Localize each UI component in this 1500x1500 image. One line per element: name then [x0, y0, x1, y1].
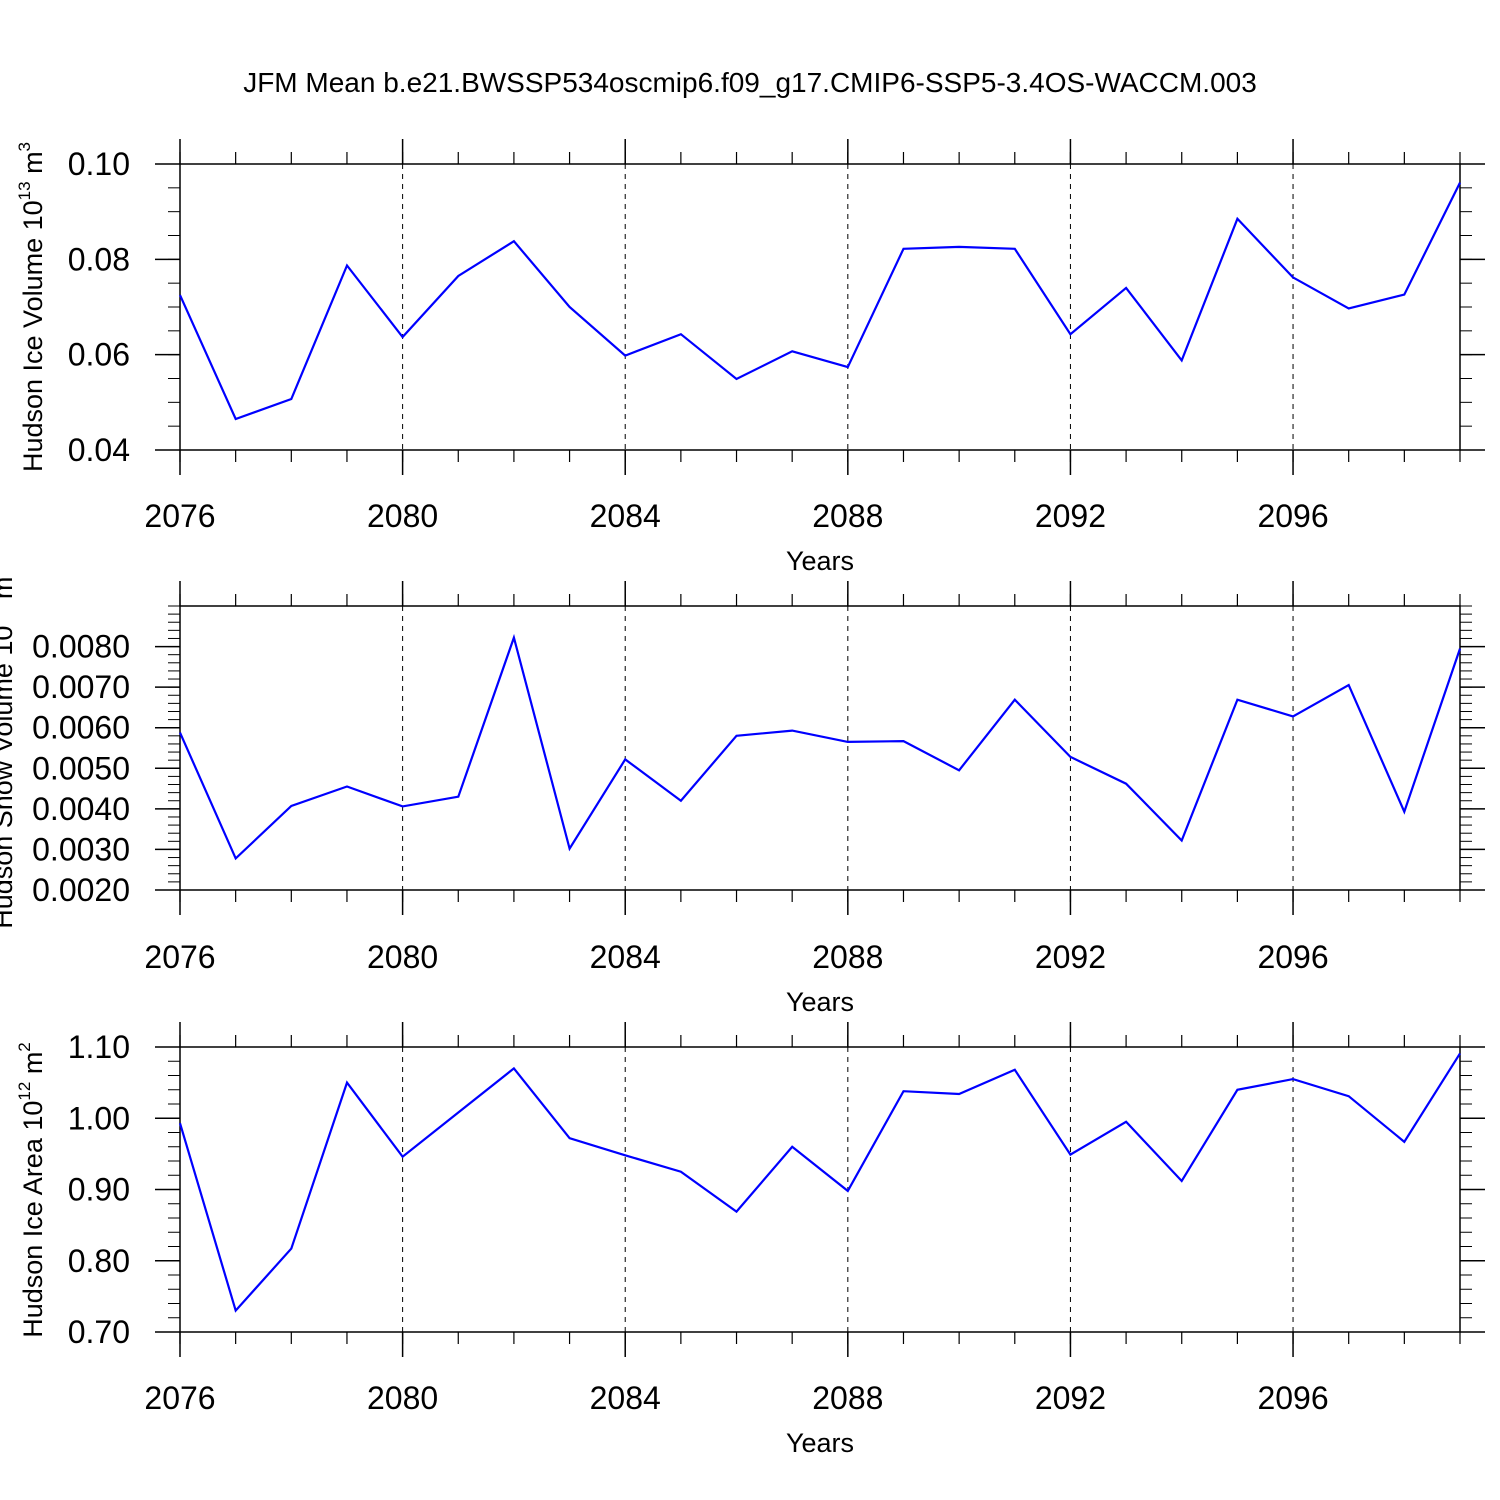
chart-panel-1: 2076 2080 2084 2088 2092 2096 0.04 0.06 0.08 0.10… — [15, 139, 1485, 576]
y-tick-label: 0.0060 — [32, 710, 130, 746]
y-axis-label: Hudson Ice Area 1012 m2 — [15, 1042, 48, 1338]
y-tick-label: 0.80 — [68, 1243, 130, 1279]
x-tick-label: 2096 — [1257, 498, 1328, 534]
chart-panel-3: 2076 2080 2084 2088 2092 2096 0.70 0.80 0.90 1.00… — [15, 1022, 1485, 1458]
x-tick-label: 2076 — [144, 1380, 215, 1416]
chart-panel-2: 2076 2080 2084 2088 2092 2096 0.0020 0.0030 0.00… — [0, 567, 1485, 1017]
y-tick-label: 0.0030 — [32, 831, 130, 867]
x-axis-label: Years — [786, 987, 854, 1017]
x-axis-label: Years — [786, 546, 854, 576]
x-tick-label: 2084 — [590, 1380, 661, 1416]
y-tick-label: 1.00 — [68, 1100, 130, 1136]
y-tick-label: 0.0080 — [32, 629, 130, 665]
series-line-1 — [178, 1052, 1461, 1313]
y-tick-label: 0.70 — [68, 1314, 130, 1350]
x-tick-label: 2080 — [367, 939, 438, 975]
x-tick-label: 2080 — [367, 498, 438, 534]
x-tick-label: 2088 — [812, 939, 883, 975]
y-axis-label: Hudson Ice Volume 1013 m3 — [15, 142, 48, 472]
y-tick-label: 0.0020 — [32, 872, 130, 908]
y-tick-label: 0.04 — [68, 432, 130, 468]
x-axis-label: Years — [786, 1428, 854, 1458]
y-tick-label: 1.10 — [68, 1029, 130, 1065]
figure-title: JFM Mean b.e21.BWSSP534oscmip6.f09_g17.C… — [243, 67, 1257, 98]
x-tick-label: 2088 — [812, 498, 883, 534]
y-tick-label: 0.0070 — [32, 669, 130, 705]
x-tick-label: 2092 — [1035, 1380, 1106, 1416]
x-tick-label: 2096 — [1257, 1380, 1328, 1416]
plot-frame — [179, 605, 1461, 891]
x-tick-label: 2080 — [367, 1380, 438, 1416]
x-tick-label: 2096 — [1257, 939, 1328, 975]
y-tick-label: 0.08 — [68, 241, 130, 277]
y-tick-label: 0.90 — [68, 1172, 130, 1208]
plot-frame — [179, 1046, 1461, 1333]
x-tick-label: 2088 — [812, 1380, 883, 1416]
y-tick-label: 0.0040 — [32, 791, 130, 827]
y-axis-label: Hudson Snow Volume 1013 m3 — [0, 567, 18, 929]
panels: 2076 2080 2084 2088 2092 2096 0.04 0.06 0.08 0.10… — [0, 139, 1485, 1458]
x-tick-label: 2084 — [590, 939, 661, 975]
x-tick-label: 2092 — [1035, 939, 1106, 975]
x-tick-label: 2092 — [1035, 498, 1106, 534]
plot-frame — [179, 163, 1461, 451]
series-line-1 — [178, 182, 1461, 421]
y-tick-label: 0.06 — [68, 337, 130, 373]
y-tick-label: 0.10 — [68, 146, 130, 182]
x-tick-label: 2084 — [590, 498, 661, 534]
y-tick-label: 0.0050 — [32, 750, 130, 786]
x-tick-label: 2076 — [144, 498, 215, 534]
series-line-1 — [178, 633, 1462, 861]
x-tick-label: 2076 — [144, 939, 215, 975]
